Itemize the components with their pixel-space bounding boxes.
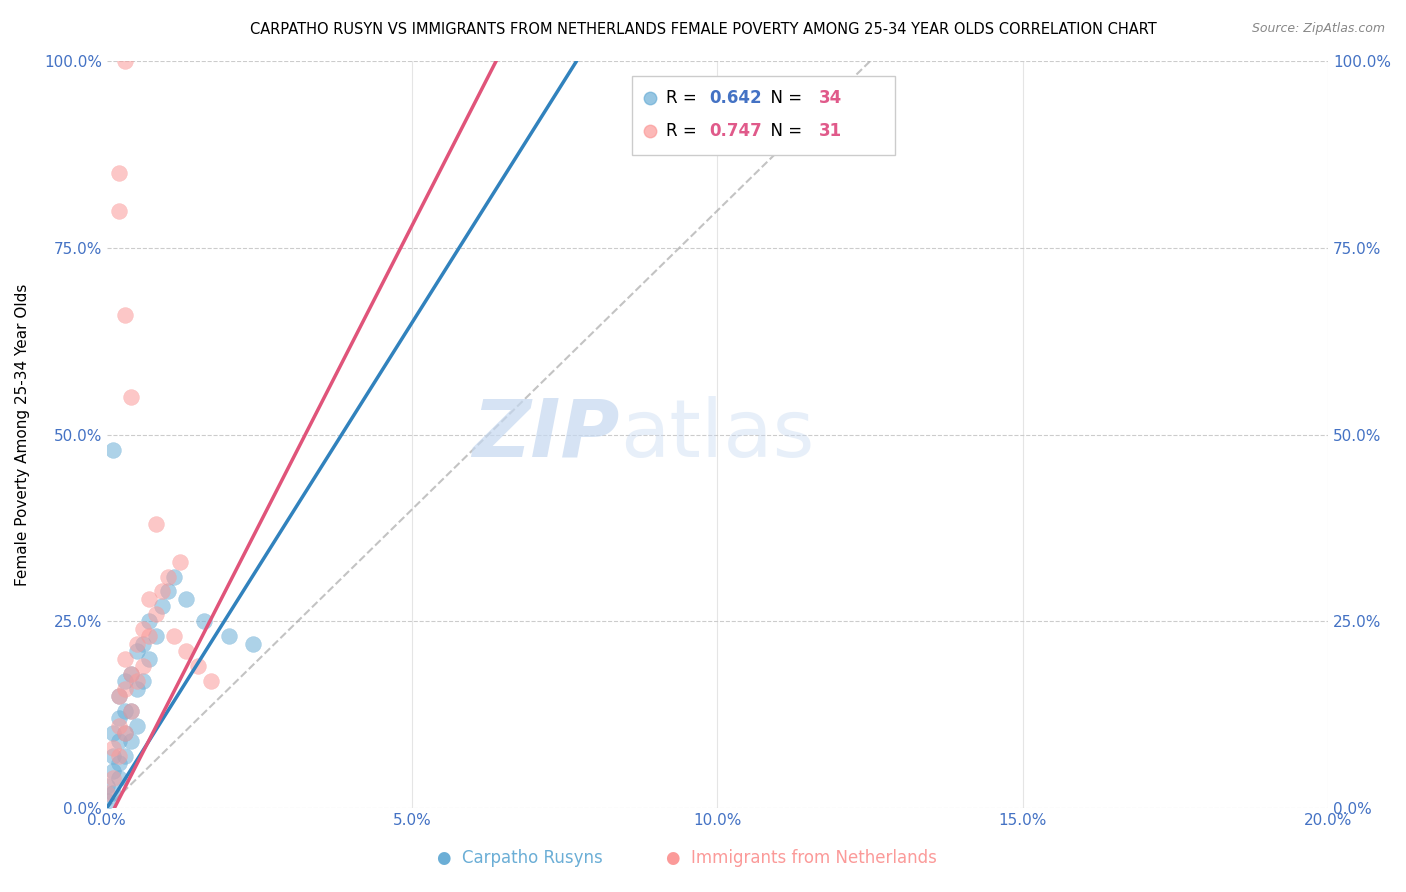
Text: ●  Carpatho Rusyns: ● Carpatho Rusyns [437,849,603,867]
Text: R =: R = [666,89,702,108]
Point [138,651,160,665]
Bar [631,76,894,154]
Point [108,689,131,703]
Point [218,629,240,643]
Point [108,756,131,771]
Point [163,629,186,643]
Point [150,599,173,614]
Point [120,666,142,681]
Text: Source: ZipAtlas.com: Source: ZipAtlas.com [1251,22,1385,36]
Point [156,584,179,599]
Point [127,674,149,689]
Point [193,615,215,629]
Point [101,771,124,785]
Point [108,771,131,785]
Point [169,555,191,569]
Point [132,659,155,673]
Point [114,651,136,665]
Point [101,748,124,763]
Point [120,704,142,718]
Point [174,591,197,606]
Point [114,748,136,763]
Point [120,666,142,681]
Point [96,779,118,793]
Point [132,674,155,689]
Point [127,681,149,696]
Point [187,659,209,673]
Point [108,711,131,725]
Point [163,569,186,583]
Point [108,748,131,763]
Point [120,704,142,718]
Point [114,54,136,69]
Point [156,569,179,583]
Text: 31: 31 [818,121,842,140]
Text: 0.747: 0.747 [709,121,762,140]
Point [96,786,118,800]
Text: N =: N = [761,89,807,108]
Text: ZIP: ZIP [472,396,620,474]
Point [145,607,167,621]
Point [101,786,124,800]
Point [96,794,118,808]
Point [114,674,136,689]
Text: 0.642: 0.642 [709,89,762,108]
Point [174,644,197,658]
Text: atlas: atlas [620,396,814,474]
Point [101,442,124,457]
Point [200,674,222,689]
Point [145,629,167,643]
Point [138,615,160,629]
Point [108,689,131,703]
Point [127,644,149,658]
Text: CARPATHO RUSYN VS IMMIGRANTS FROM NETHERLANDS FEMALE POVERTY AMONG 25-34 YEAR OL: CARPATHO RUSYN VS IMMIGRANTS FROM NETHER… [250,22,1156,37]
Point [138,591,160,606]
Point [114,726,136,740]
Point [138,629,160,643]
Point [108,719,131,733]
Point [127,637,149,651]
Point [242,637,264,651]
Point [114,704,136,718]
Point [101,741,124,756]
Point [108,166,131,180]
Point [127,719,149,733]
Point [120,390,142,404]
Text: N =: N = [761,121,807,140]
Point [120,734,142,748]
Point [145,517,167,532]
Point [114,308,136,322]
Y-axis label: Female Poverty Among 25-34 Year Olds: Female Poverty Among 25-34 Year Olds [15,284,30,586]
Point [132,622,155,636]
Point [132,637,155,651]
Point [114,726,136,740]
Text: ●  Immigrants from Netherlands: ● Immigrants from Netherlands [666,849,936,867]
Point [150,584,173,599]
Point [108,203,131,218]
Text: R =: R = [666,121,702,140]
Point [101,726,124,740]
Point [108,734,131,748]
Text: 34: 34 [818,89,842,108]
Point [101,764,124,778]
Point [114,681,136,696]
